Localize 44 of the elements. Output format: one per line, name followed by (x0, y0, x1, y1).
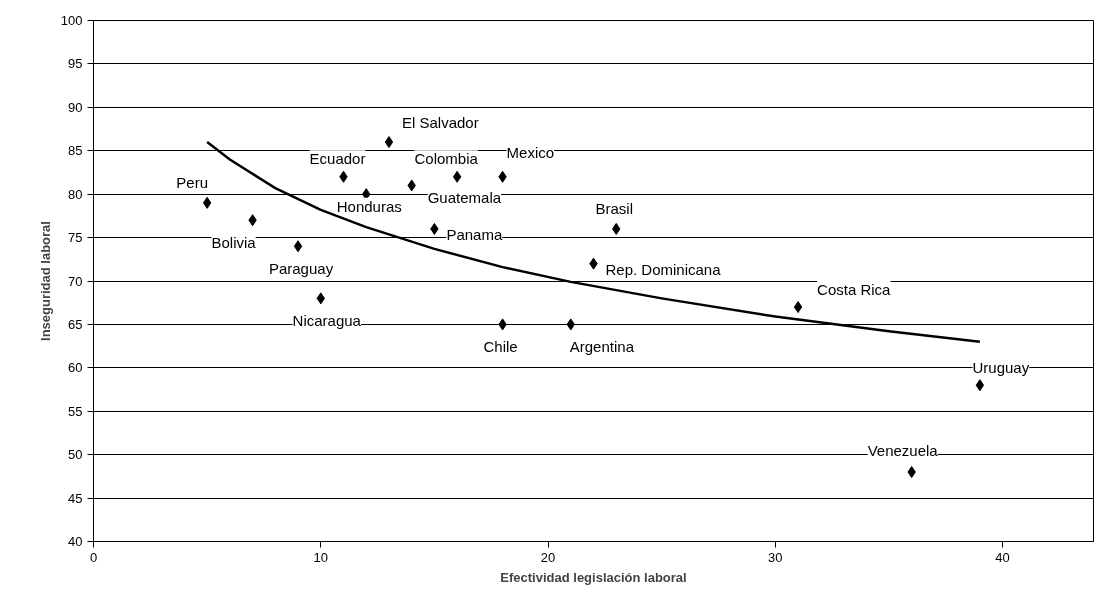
y-tick-label: 40 (68, 534, 83, 549)
annotation: Paraguay (268, 259, 334, 277)
point (452, 170, 462, 183)
y-tick-label: 60 (68, 360, 83, 376)
y-tick-label: 85 (68, 143, 83, 159)
y-tick-label: 90 (68, 99, 83, 115)
y-tick-label: 70 (68, 273, 83, 289)
x-tick-label: 40 (995, 549, 1010, 565)
point (793, 301, 803, 314)
y-tick-label: 80 (68, 186, 83, 202)
annotation: Bolivia (211, 233, 257, 251)
annotation: Uruguay (972, 358, 1030, 376)
y-axis-title: Inseguridad laboral (37, 221, 53, 341)
point (202, 196, 212, 209)
annotation: Guatemala (427, 188, 502, 206)
point (293, 240, 303, 253)
y-tick-label: 75 (68, 230, 83, 246)
x-tick-label: 10 (313, 549, 329, 565)
annotation: Venezuela (867, 441, 939, 459)
x-axis-title: Efectividad legislación laboral (500, 569, 687, 585)
annotation: Mexico (506, 144, 555, 162)
y-tick-label: 50 (68, 447, 83, 463)
y-tick-label: 100 (60, 13, 83, 28)
x-tick-label: 0 (89, 549, 98, 565)
annotation: Nicaragua (292, 311, 362, 329)
annotation: El Salvador (401, 113, 479, 131)
point (975, 379, 985, 392)
point (384, 136, 394, 149)
annotation: Rep. Dominicana (605, 261, 722, 279)
annotation: Panama (446, 226, 503, 244)
y-tick-label: 65 (68, 316, 83, 332)
x-tick-label: 20 (540, 549, 556, 565)
annotation: Brasil (595, 200, 633, 218)
annotation: Chile (483, 337, 518, 355)
annotation: Costa Rica (817, 280, 892, 298)
annotation: Ecuador (309, 150, 366, 168)
y-tick-label: 55 (68, 403, 83, 419)
y-tick-label: 95 (68, 56, 83, 72)
annotation: Peru (176, 174, 208, 192)
annotation: Colombia (414, 150, 479, 168)
annotation: Honduras (336, 197, 402, 215)
y-tick-label: 45 (68, 490, 83, 506)
x-tick-label: 30 (768, 549, 783, 565)
annotation: Argentina (569, 337, 635, 355)
